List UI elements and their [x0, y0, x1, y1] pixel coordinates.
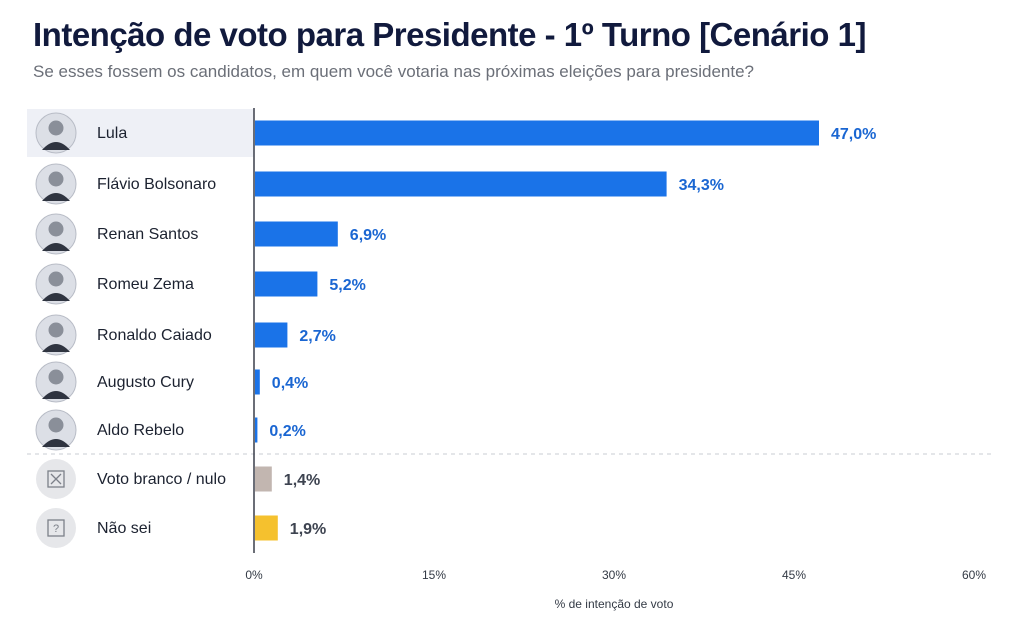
bar — [255, 369, 260, 395]
x-tick-label: 30% — [602, 568, 626, 582]
icon-x-mark — [50, 473, 62, 485]
value-label: 1,9% — [290, 521, 326, 538]
avatar-body — [42, 142, 70, 150]
bar — [255, 322, 288, 348]
avatar-head — [48, 417, 64, 433]
category-label: Renan Santos — [97, 226, 198, 243]
chart-subtitle: Se esses fossem os candidatos, em quem v… — [33, 62, 754, 81]
x-tick-label: 15% — [422, 568, 446, 582]
avatar-body — [42, 243, 70, 251]
value-label: 2,7% — [299, 328, 335, 345]
value-label: 0,2% — [269, 423, 305, 440]
avatar-body — [42, 193, 70, 201]
bar — [255, 120, 819, 146]
x-tick-label: 0% — [245, 568, 263, 582]
value-label: 6,9% — [350, 227, 386, 244]
category-label: Não sei — [97, 520, 151, 537]
value-label: 34,3% — [679, 177, 724, 194]
chart-title: Intenção de voto para Presidente - 1º Tu… — [33, 16, 866, 53]
value-label: 1,4% — [284, 472, 320, 489]
category-label: Voto branco / nulo — [97, 471, 226, 488]
category-label: Ronaldo Caiado — [97, 327, 212, 344]
avatar-head — [48, 271, 64, 287]
bar — [255, 271, 318, 297]
avatar-head — [48, 322, 64, 338]
category-label: Augusto Cury — [97, 374, 194, 391]
value-label: 47,0% — [831, 126, 876, 143]
x-tick-label: 60% — [962, 568, 986, 582]
avatar-body — [42, 391, 70, 399]
x-tick-label: 45% — [782, 568, 806, 582]
avatar-head — [48, 171, 64, 187]
avatar-body — [42, 439, 70, 447]
category-label: Lula — [97, 125, 127, 142]
avatar-head — [48, 369, 64, 385]
category-label: Aldo Rebelo — [97, 422, 184, 439]
avatar-head — [48, 120, 64, 136]
bar — [255, 221, 338, 247]
icon-box — [47, 470, 65, 488]
value-label: 0,4% — [272, 375, 308, 392]
question-box-icon — [36, 508, 76, 548]
avatar-body — [42, 344, 70, 352]
category-label: Romeu Zema — [97, 276, 194, 293]
bar — [255, 515, 278, 541]
bar — [255, 171, 667, 197]
value-label: 5,2% — [329, 277, 365, 294]
x-axis-title: % de intenção de voto — [554, 597, 674, 611]
icon-box — [47, 519, 65, 537]
icon-question-mark: ? — [53, 523, 59, 535]
bar — [255, 417, 258, 443]
avatar-head — [48, 221, 64, 237]
category-label: Flávio Bolsonaro — [97, 176, 216, 193]
bar — [255, 466, 272, 492]
avatar-body — [42, 293, 70, 301]
